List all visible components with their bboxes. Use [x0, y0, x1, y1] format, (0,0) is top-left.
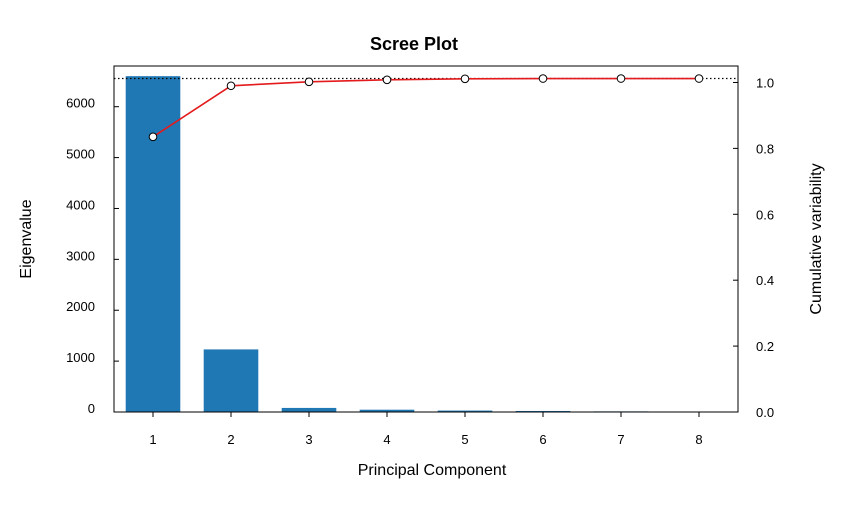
bar [437, 410, 493, 412]
line-point [616, 74, 626, 83]
y-tick-label: 3000 [66, 248, 95, 263]
line-point [226, 81, 236, 91]
y-tick-label: 0 [88, 401, 95, 416]
y-tick-label: 6000 [66, 96, 95, 111]
x-tick-label: 6 [539, 432, 546, 447]
line-point [304, 77, 314, 87]
line-point [694, 74, 704, 83]
y2-tick-label: 0.6 [756, 207, 774, 222]
y2-tick-label: 1.0 [756, 75, 774, 90]
y-axis-label: Eigenvalue [18, 199, 35, 278]
y2-axis-label: Cumulative variability [808, 163, 825, 314]
x-tick-label: 7 [617, 432, 624, 447]
y-axis-ticks: 0 1000 2000 3000 4000 5000 6000 [66, 96, 119, 416]
bar [125, 76, 181, 413]
bar [281, 407, 337, 412]
cumulative-line [152, 77, 699, 138]
line-point [538, 74, 548, 83]
y-tick-label: 4000 [66, 197, 95, 212]
bar [359, 409, 415, 412]
y-tick-label: 5000 [66, 147, 95, 162]
x-tick-label: 8 [695, 432, 702, 447]
line-point [460, 74, 470, 84]
chart-title: Scree Plot [370, 34, 458, 54]
cumulative-line-series [148, 74, 704, 142]
y2-tick-label: 0.2 [756, 339, 774, 354]
x-tick-label: 1 [149, 432, 156, 447]
x-axis-ticks: 1 2 3 4 5 6 7 8 [149, 412, 703, 447]
y-tick-label: 1000 [66, 350, 95, 365]
y2-tick-label: 0.4 [756, 273, 774, 288]
y2-tick-label: 0.0 [756, 405, 774, 420]
y2-axis-ticks: 0.0 0.2 0.4 0.6 0.8 1.0 [733, 75, 774, 420]
bar [515, 410, 571, 412]
x-tick-label: 4 [383, 432, 390, 447]
x-tick-label: 3 [305, 432, 312, 447]
plot-frame [113, 65, 739, 413]
x-tick-label: 2 [227, 432, 234, 447]
y-tick-label: 2000 [66, 299, 95, 314]
y2-tick-label: 0.8 [756, 141, 774, 156]
x-tick-label: 5 [461, 432, 468, 447]
bar-series [125, 76, 727, 413]
x-axis-label: Principal Component [358, 462, 507, 479]
line-point [382, 75, 392, 85]
line-point [148, 132, 158, 142]
bar [203, 349, 259, 412]
